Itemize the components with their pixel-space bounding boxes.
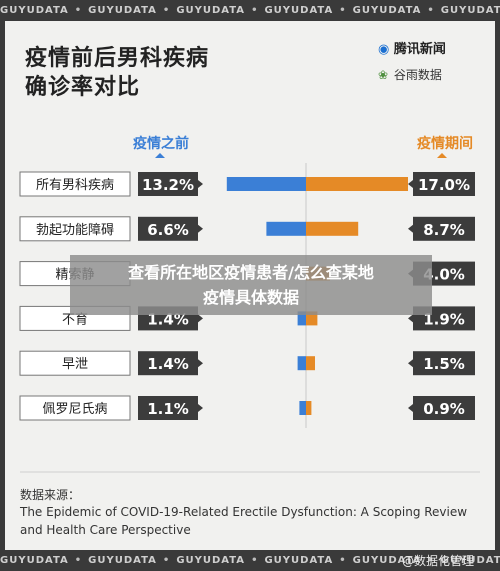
tencent-news-logo-text: 腾讯新闻: [393, 42, 446, 57]
source-text: The Epidemic of COVID-19-Related Erectil…: [20, 505, 468, 537]
during-value-box: [413, 396, 475, 420]
strip-dot-icon: •: [339, 5, 347, 16]
legend-before-label: 疫情之前: [133, 136, 189, 152]
strip-dot-icon: •: [162, 5, 171, 16]
during-bar: [306, 221, 359, 236]
before-bar: [226, 177, 306, 191]
during-value-box: [413, 216, 475, 241]
before-bar: [297, 311, 306, 326]
tencent-logo-icon: ◉: [378, 42, 390, 57]
category-label-box: [19, 171, 131, 197]
strip-word: GUYUDATA: [352, 5, 422, 16]
chart-title-line1: 疫情前后男科疾病: [25, 46, 210, 71]
before-value-box: [138, 396, 198, 420]
strip-word: GUYUDATA: [88, 555, 157, 566]
during-value-label: 8.7%: [423, 221, 465, 239]
during-value-label: 17.0%: [418, 176, 470, 194]
strip-dot-icon: •: [251, 555, 259, 566]
strip-word: GUYUDATA: [176, 555, 246, 566]
category-label-box: [19, 395, 131, 421]
during-bar: [306, 401, 312, 415]
during-pointer: [408, 314, 413, 323]
during-pointer: [408, 224, 413, 233]
overlay-line2: 疫情具体数据: [202, 288, 299, 307]
before-bar: [297, 356, 306, 371]
before-value-label: 1.1%: [147, 400, 189, 418]
strip-word: GUYUDATA: [264, 555, 334, 566]
before-value-box: [138, 216, 198, 241]
guyu-logo-icon: ❀: [378, 68, 389, 82]
strip-dot-icon: •: [74, 555, 83, 566]
category-label: 不育: [62, 311, 88, 327]
strip-dot-icon: •: [251, 5, 259, 16]
guyu-data-logo-text: 谷雨数据: [393, 68, 442, 82]
during-bar: [306, 356, 315, 371]
legend-during-marker: [437, 153, 447, 158]
legend-before-marker: [155, 153, 165, 158]
strip-dot-icon: •: [339, 555, 347, 566]
strip-dot-icon: •: [427, 555, 435, 566]
during-bar: [306, 311, 318, 326]
before-pointer: [198, 359, 203, 368]
before-bar: [266, 221, 306, 236]
category-label: 勃起功能障碍: [36, 223, 114, 238]
before-pointer: [198, 180, 203, 188]
top-watermark-strip: GUYUDATA • GUYUDATA • GUYUDATA • GUYUDATA • GUYU…: [0, 0, 500, 21]
before-pointer: [198, 224, 203, 233]
source-heading: 数据来源：: [20, 488, 81, 502]
strip-word: GUYUDATA: [440, 5, 500, 16]
category-label: 所有男科疾病: [36, 178, 114, 193]
promo-overlay-banner[interactable]: 查看所在地区疫情患者/怎么查某地 疫情具体数据: [70, 255, 432, 315]
before-pointer: [198, 314, 203, 323]
strip-word: GUYUDATA: [264, 5, 334, 16]
strip-word: GUYUDATA: [352, 555, 422, 566]
strip-dot-icon: •: [427, 5, 435, 16]
during-value-label: 0.9%: [423, 400, 465, 418]
before-value-box: [138, 172, 198, 196]
guyu-data-logo: ❀ 谷雨数据: [378, 66, 442, 83]
during-value-box: [413, 351, 475, 376]
before-value-label: 6.6%: [147, 221, 189, 239]
strip-word: GUYUDATA: [176, 5, 246, 16]
category-label: 早泄: [62, 357, 88, 372]
during-bar: [306, 177, 408, 191]
strip-word: GUYUDATA: [0, 555, 69, 566]
bottom-watermark-strip: GUYUDATA • GUYUDATA • GUYUDATA • GUYUDATA • GUYU…: [0, 550, 500, 571]
before-bar: [299, 401, 306, 415]
strip-word: GUYUDATA: [440, 555, 500, 566]
weibo-watermark: @数据化管理: [402, 554, 475, 568]
strip-dot-icon: •: [162, 555, 171, 566]
category-label-box: [19, 350, 131, 376]
category-label-box: [19, 216, 131, 242]
during-value-box: [413, 172, 475, 196]
strip-dot-icon: •: [74, 5, 83, 16]
overlay-line1: 查看所在地区疫情患者/怎么查某地: [128, 263, 374, 282]
tencent-news-logo: ◉ 腾讯新闻: [378, 38, 446, 57]
before-value-label: 1.4%: [147, 355, 189, 373]
strip-word: GUYUDATA: [88, 5, 157, 16]
before-value-label: 13.2%: [142, 176, 194, 194]
strip-word: GUYUDATA: [0, 5, 69, 16]
during-pointer: [408, 359, 413, 368]
during-value-label: 1.9%: [423, 310, 465, 328]
before-pointer: [198, 404, 203, 412]
during-value-label: 1.5%: [423, 355, 465, 373]
before-value-box: [138, 351, 198, 376]
legend-during-label: 疫情期间: [417, 136, 473, 152]
chart-title-line2: 确诊率对比: [25, 75, 141, 100]
category-label: 佩罗尼氏病: [42, 402, 107, 417]
during-pointer: [408, 180, 413, 188]
during-pointer: [408, 404, 413, 412]
during-value-label: 4.0%: [423, 266, 465, 284]
